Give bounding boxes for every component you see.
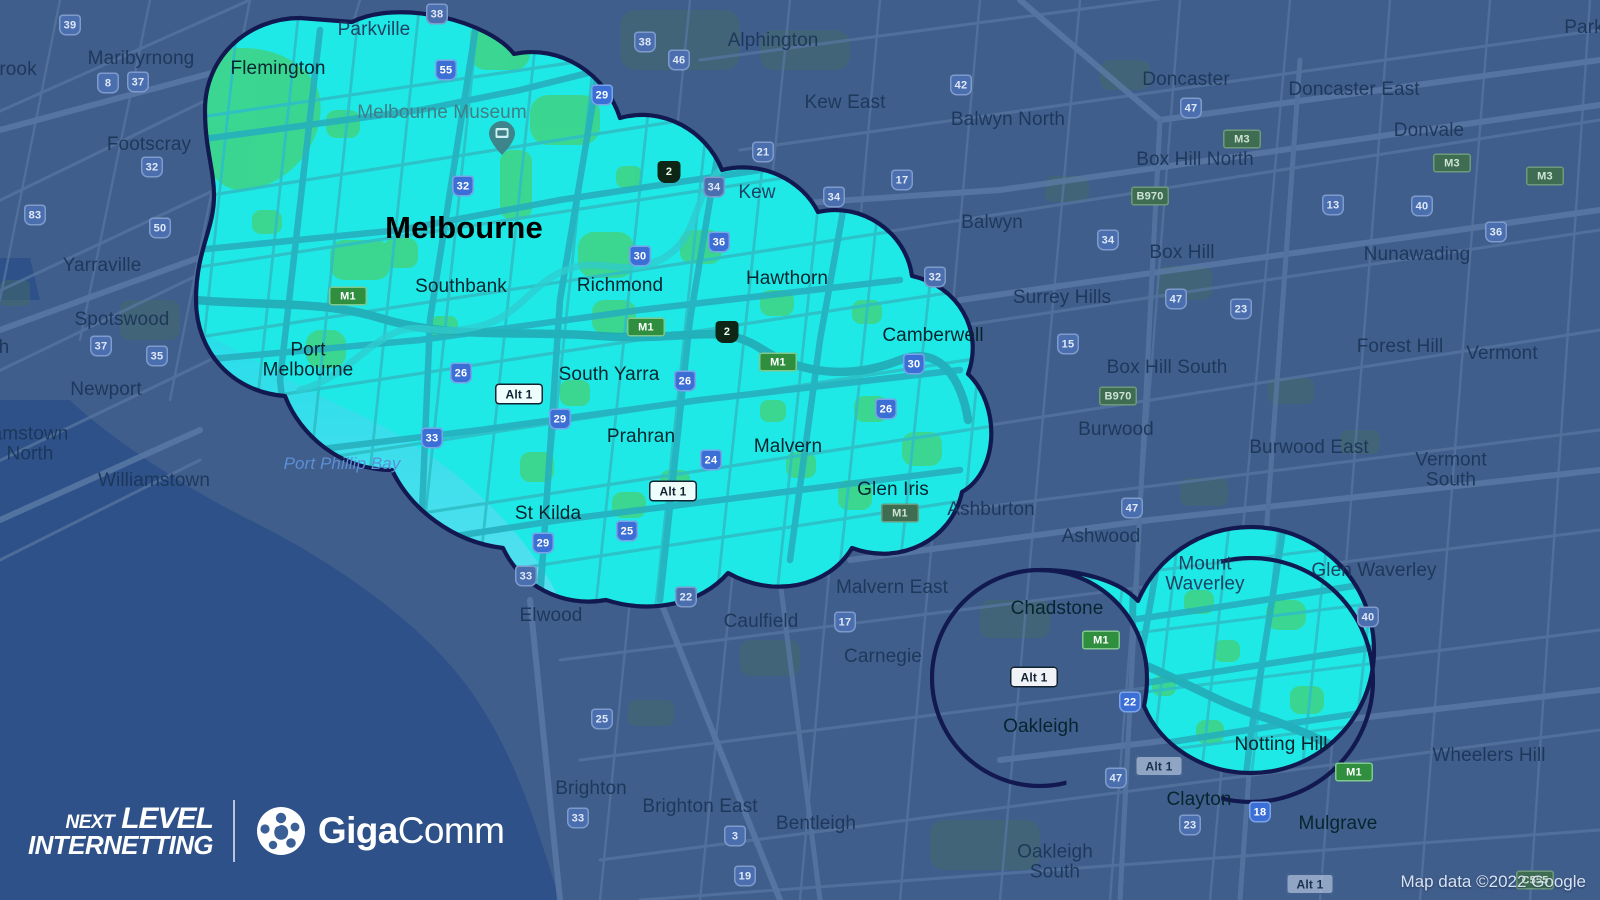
coverage-zone-southeast-border-upper <box>1037 524 1377 776</box>
water-bodies <box>0 258 560 900</box>
coverage-zone-melbourne-border <box>193 10 994 609</box>
